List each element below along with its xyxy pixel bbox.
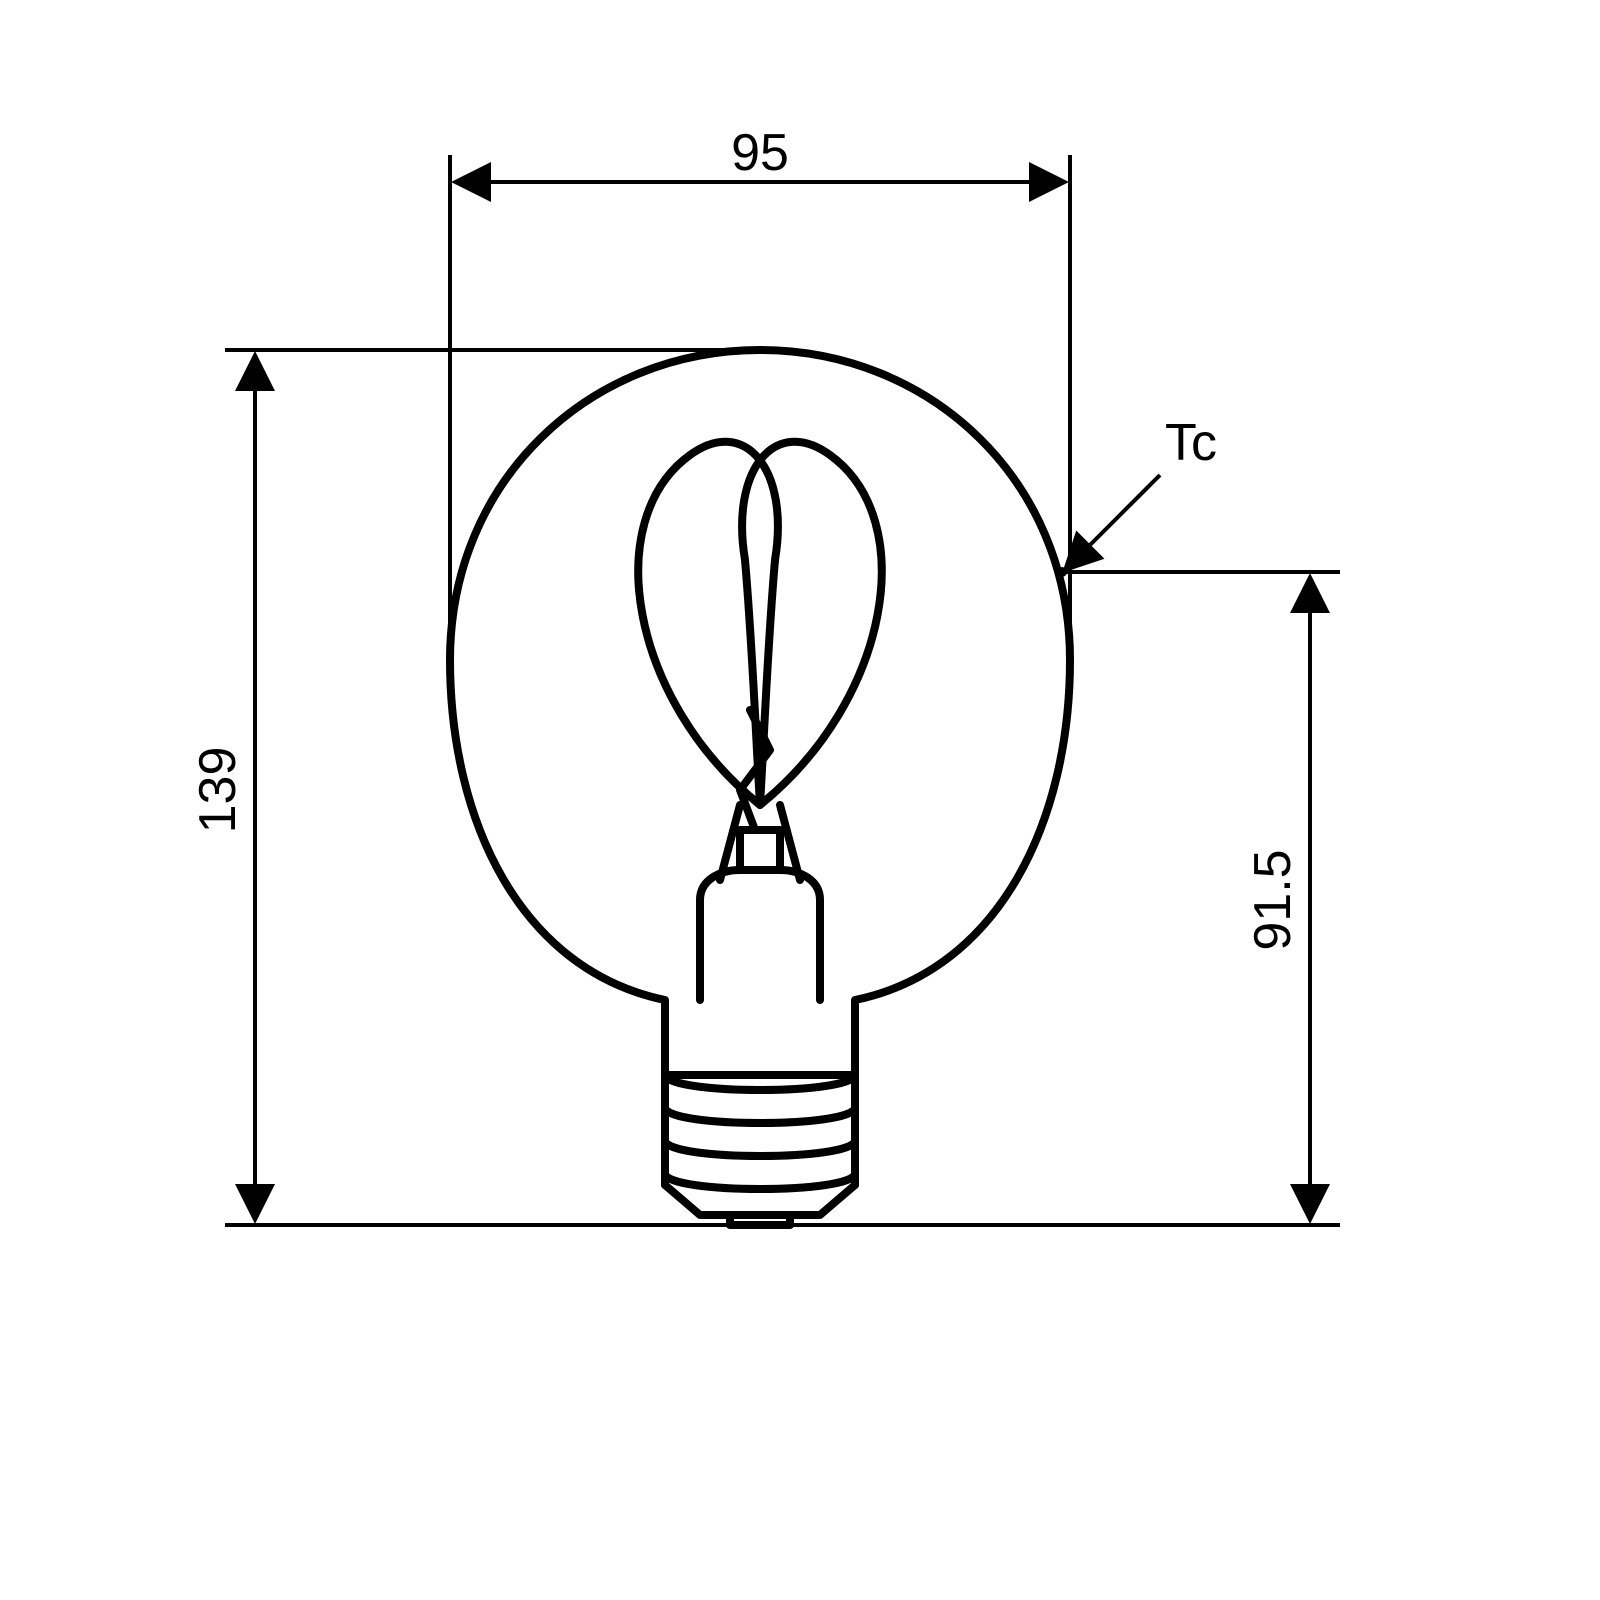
- tc-height-value: 91.5: [1244, 849, 1302, 950]
- width-value: 95: [731, 124, 789, 182]
- dimension-tc-height: 91.5: [790, 572, 1340, 1225]
- height-value: 139: [189, 747, 247, 834]
- filament: [638, 442, 881, 1000]
- tc-annotation: Tc: [1057, 414, 1217, 577]
- dimension-width: 95: [450, 124, 1070, 660]
- dimension-height: 139: [189, 350, 760, 1225]
- tc-label: Tc: [1165, 414, 1217, 472]
